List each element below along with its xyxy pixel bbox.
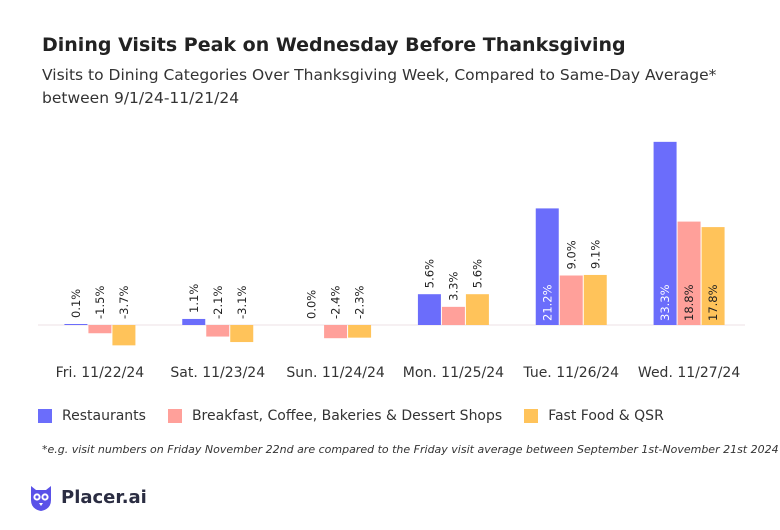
chart-title: Dining Visits Peak on Wednesday Before T…	[42, 34, 626, 56]
legend-swatch-restaurants	[38, 409, 52, 423]
legend-swatch-breakfast	[167, 409, 182, 423]
bar-1-5	[535, 208, 559, 325]
data-label-1-1: 0.1%	[69, 289, 83, 318]
data-label-2-4: 3.3%	[446, 272, 460, 301]
bar-2-3	[324, 325, 348, 339]
data-label-2-3: -2.4%	[329, 286, 343, 319]
bar-3-4	[465, 294, 489, 325]
placer-owl-icon	[31, 486, 51, 511]
bar-2-5	[559, 275, 583, 325]
legend-item-restaurants: Restaurants	[38, 408, 146, 424]
legend-label-fastfood: Fast Food & QSR	[548, 408, 664, 424]
bar-3-3	[348, 325, 372, 338]
data-label-2-1: -1.5%	[93, 286, 107, 319]
legend-item-fastfood: Fast Food & QSR	[524, 408, 664, 424]
bar-2-4	[441, 306, 465, 325]
placer-logo: Placer.ai	[27, 482, 147, 512]
x-tick-label-6: Wed. 11/27/24	[638, 365, 740, 381]
data-label-3-6: 17.8%	[706, 284, 720, 321]
bar-3-1	[112, 325, 136, 346]
data-label-2-5: 9.0%	[564, 240, 578, 269]
data-label-3-3: -2.3%	[353, 286, 367, 319]
x-tick-label-1: Fri. 11/22/24	[56, 365, 145, 381]
data-label-3-2: -3.1%	[235, 286, 249, 319]
x-tick-label-2: Sat. 11/23/24	[170, 365, 265, 381]
data-label-3-4: 5.6%	[470, 259, 484, 288]
legend-swatch-fastfood	[524, 409, 539, 423]
chart-subtitle: Visits to Dining Categories Over Thanksg…	[42, 66, 717, 107]
data-label-1-6: 33.3%	[658, 284, 672, 321]
bar-chart: 0.1% -1.5% -3.7% Fri. 11/22/24 1.1% -2.1% -3.1…	[38, 141, 745, 381]
data-label-1-3: 0.0%	[305, 290, 319, 319]
bar-1-1	[64, 324, 88, 325]
data-label-2-6: 18.8%	[682, 284, 696, 321]
legend-item-breakfast: Breakfast, Coffee, Bakeries & Dessert Sh…	[167, 408, 503, 424]
legend: Restaurants Breakfast, Coffee, Bakeries …	[38, 406, 686, 426]
x-tick-label-5: Tue. 11/26/24	[522, 365, 619, 381]
bar-1-2	[182, 318, 206, 325]
bar-1-6	[653, 141, 677, 325]
data-label-3-5: 9.1%	[588, 240, 602, 269]
bar-3-6	[701, 227, 725, 325]
data-label-1-2: 1.1%	[187, 284, 201, 313]
x-tick-label-3: Sun. 11/24/24	[286, 365, 385, 381]
bar-3-2	[230, 325, 254, 343]
x-tick-label-4: Mon. 11/25/24	[403, 365, 504, 381]
legend-label-restaurants: Restaurants	[62, 408, 146, 424]
data-label-1-4: 5.6%	[422, 259, 436, 288]
data-label-1-5: 21.2%	[540, 284, 554, 321]
data-label-3-1: -3.7%	[117, 286, 131, 319]
data-label-2-2: -2.1%	[211, 286, 225, 319]
bar-2-6	[677, 221, 701, 325]
bar-2-1	[88, 325, 112, 334]
brand-name: Placer.ai	[61, 486, 147, 508]
bar-2-2	[206, 325, 230, 337]
legend-label-breakfast: Breakfast, Coffee, Bakeries & Dessert Sh…	[191, 408, 503, 424]
bar-3-5	[583, 274, 607, 325]
footnote: *e.g. visit numbers on Friday November 2…	[42, 443, 779, 456]
bar-1-4	[417, 294, 441, 325]
